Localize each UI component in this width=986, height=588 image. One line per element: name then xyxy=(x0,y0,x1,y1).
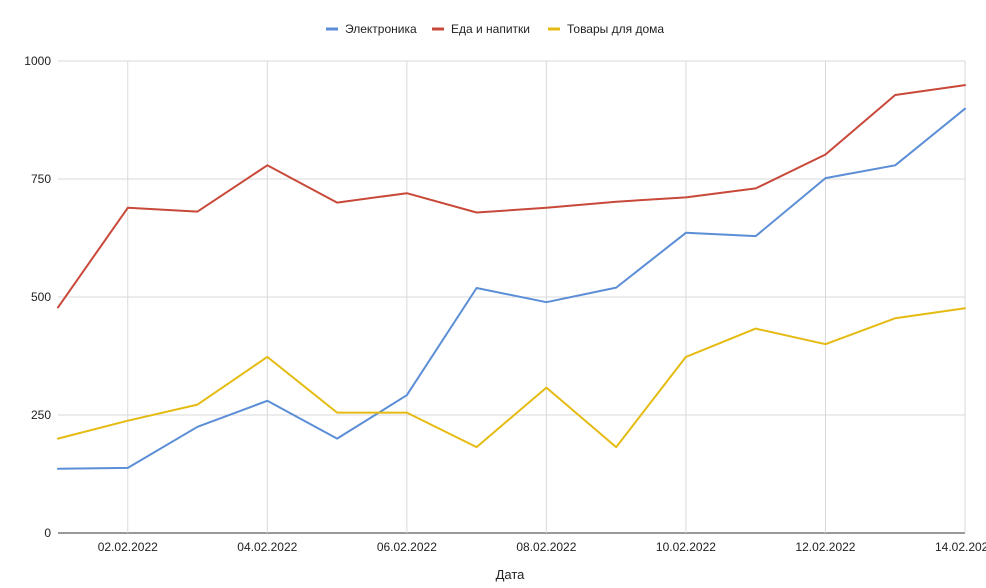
legend: Электроника Еда и напитки Товары для дома xyxy=(326,22,664,36)
series-lines xyxy=(58,85,965,469)
y-tick-label: 250 xyxy=(31,408,51,422)
legend-label: Товары для дома xyxy=(567,22,664,36)
x-tick-label: 10.02.2022 xyxy=(656,540,716,554)
x-tick-label: 14.02.2022 xyxy=(935,540,986,554)
x-axis-title: Дата xyxy=(496,567,526,582)
gridlines xyxy=(58,61,965,533)
y-axis-ticks: 0 250 500 750 1000 xyxy=(24,54,51,540)
x-tick-label: 02.02.2022 xyxy=(98,540,158,554)
y-tick-label: 500 xyxy=(31,290,51,304)
x-axis-ticks: 02.02.2022 04.02.2022 06.02.2022 08.02.2022… xyxy=(98,540,986,554)
y-tick-label: 1000 xyxy=(24,54,51,68)
x-tick-label: 12.02.2022 xyxy=(795,540,855,554)
y-tick-label: 0 xyxy=(44,526,51,540)
legend-label: Электроника xyxy=(345,22,417,36)
x-tick-label: 04.02.2022 xyxy=(237,540,297,554)
series-line-2 xyxy=(58,85,965,307)
x-tick-label: 06.02.2022 xyxy=(377,540,437,554)
y-tick-label: 750 xyxy=(31,172,51,186)
legend-label: Еда и напитки xyxy=(451,22,530,36)
x-tick-label: 08.02.2022 xyxy=(516,540,576,554)
series-line-3 xyxy=(58,308,965,447)
